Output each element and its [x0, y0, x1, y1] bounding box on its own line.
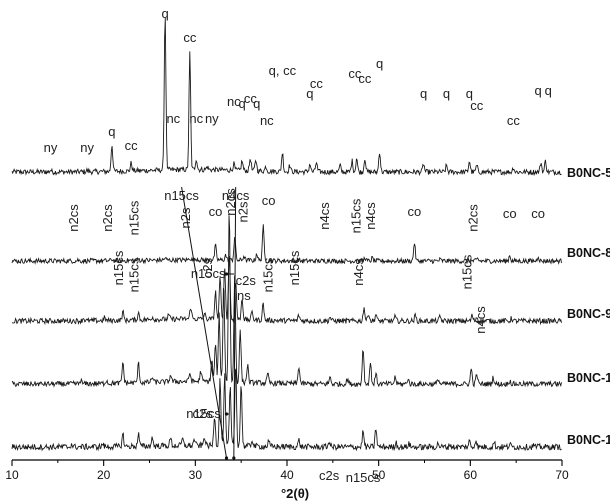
- annotation-arrow-head: [224, 412, 229, 416]
- peak-annotation: n2cs: [466, 204, 481, 232]
- peak-annotation: ny: [205, 111, 219, 126]
- x-axis: 10 20 30 40 50 60 70: [5, 459, 569, 482]
- peak-annotation: co: [531, 206, 545, 221]
- peak-annotation: n15cs: [127, 257, 142, 292]
- series-trace-B0NC-1100: [11, 367, 562, 452]
- annotation-arrow: [181, 186, 227, 459]
- peak-annotation: co: [408, 204, 422, 219]
- peak-annotation: n15cs: [459, 254, 474, 289]
- series-label: B0NC-500: [567, 166, 610, 180]
- peak-annotation: ny: [44, 140, 58, 155]
- series-label: B0NC-1000: [567, 371, 610, 385]
- x-tick-label: 40: [280, 468, 294, 482]
- x-tick-label: 20: [97, 468, 111, 482]
- annotation-arrow-head: [224, 272, 229, 276]
- peak-annotation: n15cs: [186, 406, 221, 421]
- peak-annotation: q: [376, 56, 383, 71]
- x-tick-label: 30: [189, 468, 203, 482]
- peak-annotation: q: [253, 96, 260, 111]
- peak-annotation: n2cs: [66, 204, 81, 232]
- peak-annotation: cc: [244, 91, 258, 106]
- peak-annotation: q: [161, 6, 168, 21]
- peak-annotation: cc: [125, 138, 139, 153]
- series-labels: B0NC-500 B0NC-800 B0NC-900 B0NC-1000 B0NC-11…: [567, 166, 610, 447]
- peak-annotation: nc: [166, 111, 180, 126]
- x-axis-label: °2(θ): [281, 486, 309, 501]
- peak-annotation: n15cs: [287, 250, 302, 285]
- peak-annotation: cc: [358, 71, 372, 86]
- series-group: [11, 17, 562, 452]
- peak-annotation: co: [262, 193, 276, 208]
- x-tick-label: 50: [372, 468, 386, 482]
- peak-annotation: co: [209, 204, 223, 219]
- annotation-arrow: [233, 186, 237, 459]
- x-tick-label: 10: [5, 468, 19, 482]
- series-trace-B0NC-900: [11, 256, 562, 326]
- peak-annotation: q: [108, 124, 115, 139]
- x-tick-label: 60: [464, 468, 478, 482]
- peak-annotation: cc: [310, 76, 324, 91]
- peak-annotation: n2s: [236, 201, 251, 222]
- peak-annotation: cc: [470, 98, 484, 113]
- peak-annotation: n15cs: [111, 250, 126, 285]
- series-label: B0NC-1100: [567, 433, 610, 447]
- peak-annotation: n15cs: [348, 198, 363, 233]
- peak-annotation: n4cs: [363, 202, 378, 230]
- peak-annotation: cc: [183, 30, 197, 45]
- x-tick-label: 70: [555, 468, 569, 482]
- peak-annotation: q: [238, 96, 245, 111]
- peak-annotation: c2s: [236, 273, 257, 288]
- peak-annotation: q: [420, 86, 427, 101]
- series-trace-B0NC-500: [11, 17, 562, 177]
- peak-annotation: n4cs: [317, 202, 332, 230]
- peak-annotation: q: [443, 86, 450, 101]
- peak-annotation: nc: [227, 94, 241, 109]
- peak-annotation: n15cs: [346, 470, 381, 485]
- series-label: B0NC-900: [567, 307, 610, 321]
- peak-annotation: n15cs: [127, 200, 142, 235]
- series-trace-B0NC-800: [11, 224, 562, 265]
- peak-annotation: n4cs: [351, 258, 366, 286]
- peak-annotation: n2s: [178, 207, 193, 228]
- peak-annotation: ns: [237, 288, 251, 303]
- peak-annotation: q: [545, 83, 552, 98]
- peak-annotation: q: [306, 86, 313, 101]
- peak-annotation: cc: [348, 66, 362, 81]
- annotation-arrow-head: [232, 456, 236, 460]
- peak-annotation: cc: [507, 113, 521, 128]
- peak-annotation: n15cs: [260, 257, 275, 292]
- series-trace-B0NC-1000: [11, 215, 562, 389]
- peak-annotation: n4cs: [473, 306, 488, 334]
- peak-annotation: co: [503, 206, 517, 221]
- annotation-arrow-head: [224, 456, 229, 460]
- peak-annotation: c2s: [193, 406, 214, 421]
- peak-annotation: ny: [80, 140, 94, 155]
- peak-annotation: q, cc: [269, 63, 297, 78]
- peak-annotation: q: [466, 86, 473, 101]
- peak-annotation: c2s: [200, 257, 215, 278]
- series-label: B0NC-800: [567, 246, 610, 260]
- peak-annotation: n2cs: [223, 188, 238, 216]
- peak-annotation: q: [535, 83, 542, 98]
- peak-annotation: nc: [189, 111, 203, 126]
- peak-annotation: n15cs: [191, 266, 226, 281]
- peak-annotation: n15cs: [164, 188, 199, 203]
- peak-annotation: c2s: [319, 468, 340, 483]
- peak-annotation: nc: [260, 113, 274, 128]
- peak-annotation: n2cs: [100, 204, 115, 232]
